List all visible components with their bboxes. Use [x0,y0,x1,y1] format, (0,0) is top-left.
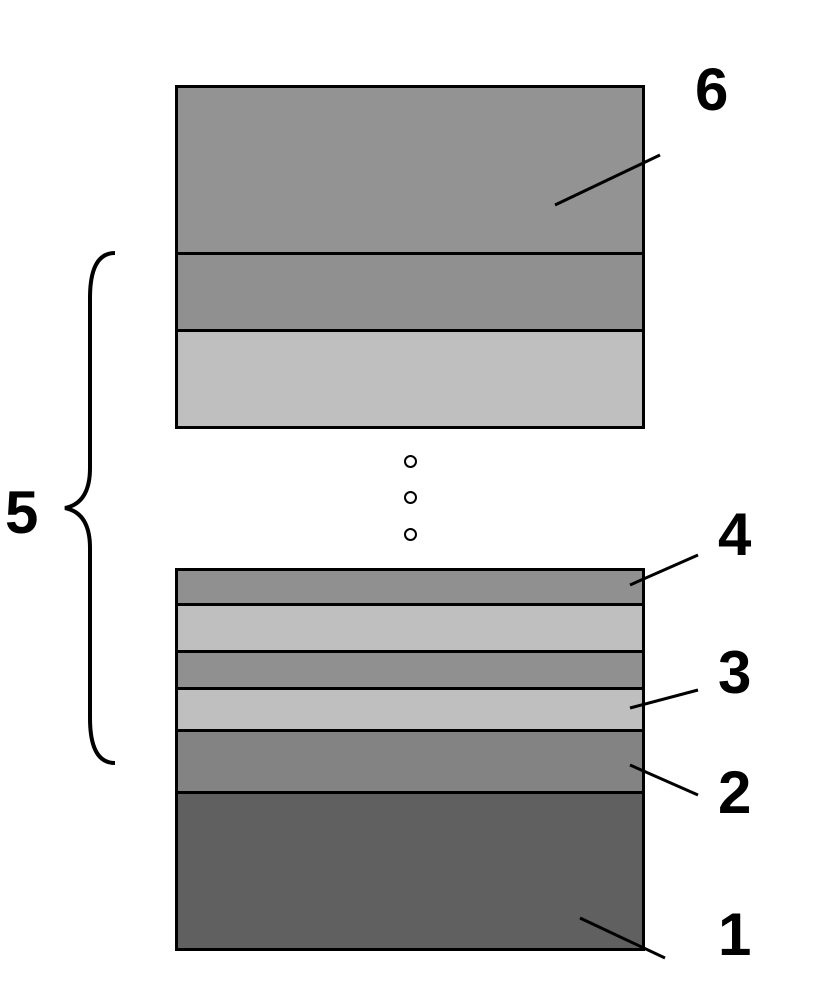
label-2: 2 [718,758,751,827]
label-4: 4 [718,500,751,569]
label-5: 5 [5,478,38,547]
label-3: 3 [718,638,751,707]
label-1: 1 [718,900,751,969]
brace-5 [55,248,135,768]
label-6: 6 [695,55,728,124]
